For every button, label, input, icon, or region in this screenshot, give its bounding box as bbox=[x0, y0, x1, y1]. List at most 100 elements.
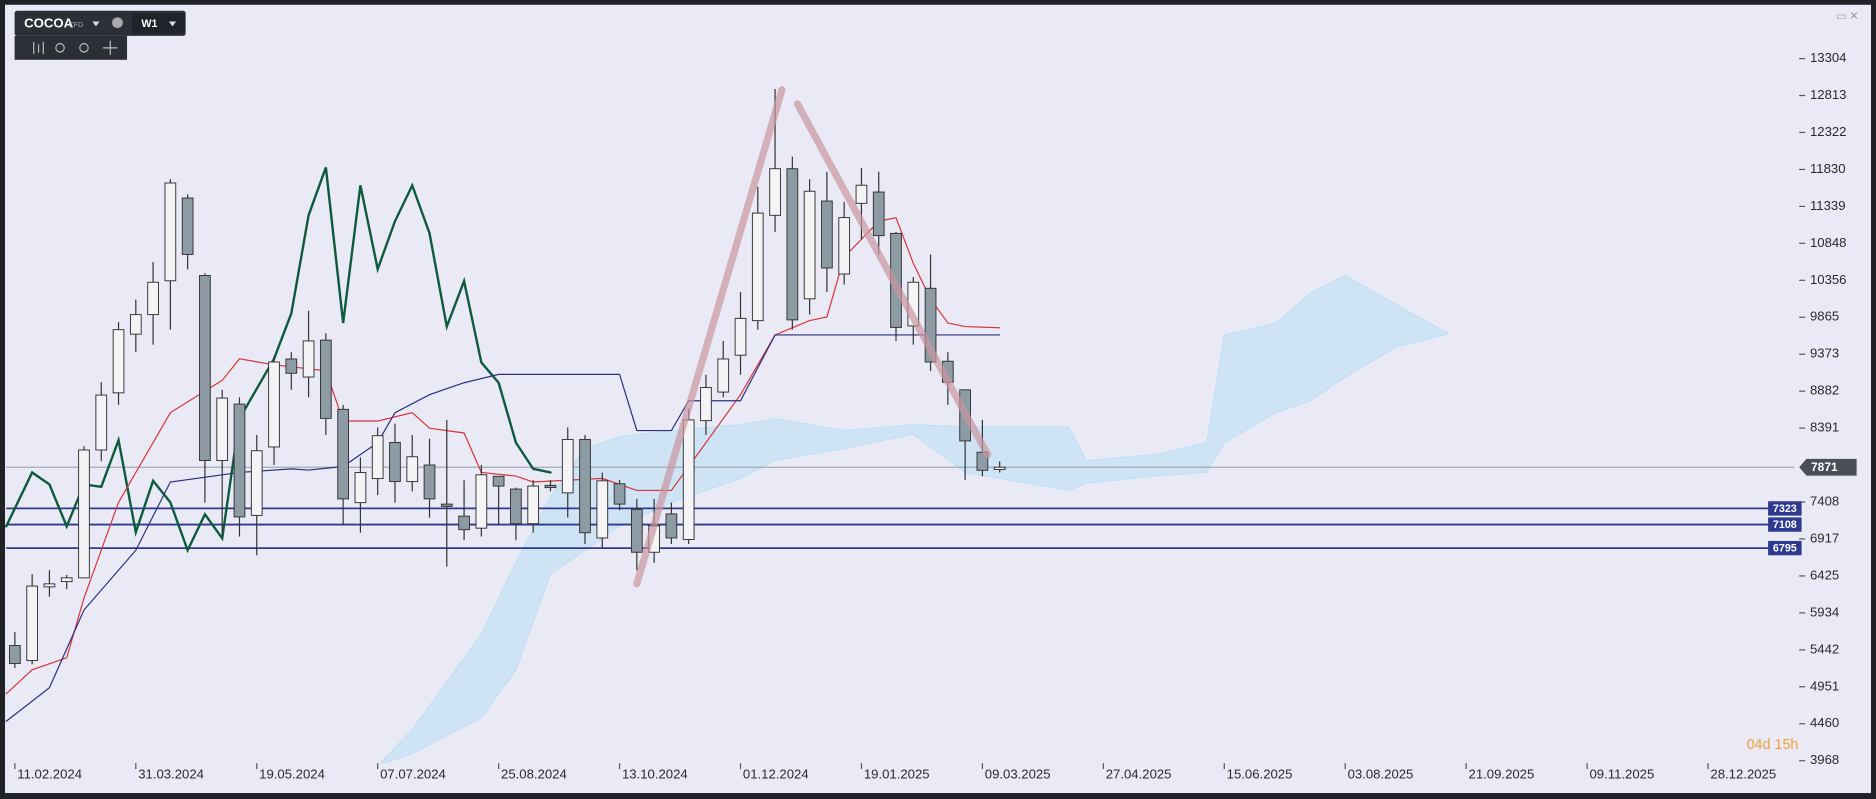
x-tick-label: 19.01.2025 bbox=[864, 767, 930, 782]
candle-body bbox=[821, 200, 833, 269]
x-tick-label: 11.02.2024 bbox=[17, 767, 82, 782]
zoom-out[interactable] bbox=[55, 43, 65, 53]
candle-body bbox=[78, 449, 90, 579]
candle-body bbox=[164, 182, 177, 282]
candle-body bbox=[458, 515, 470, 531]
candle-body bbox=[579, 438, 591, 534]
y-tick-label: 4460 bbox=[1810, 715, 1839, 730]
candle-body bbox=[734, 317, 747, 356]
candle-body bbox=[492, 475, 505, 487]
candle-body bbox=[630, 508, 643, 553]
y-tick-label: 13304 bbox=[1810, 50, 1847, 65]
candle-body bbox=[613, 483, 626, 505]
dropdown-arrow[interactable] bbox=[92, 21, 100, 27]
x-tick-label: 31.03.2024 bbox=[138, 767, 204, 782]
candle-body bbox=[803, 190, 816, 300]
x-tick-label: 13.10.2024 bbox=[622, 767, 688, 782]
candle-body bbox=[181, 197, 194, 255]
candle-body bbox=[855, 184, 868, 204]
candle-body bbox=[682, 419, 695, 540]
level-label-box bbox=[1768, 501, 1802, 516]
symbol: COCOA bbox=[24, 15, 73, 30]
y-tick-label: 4951 bbox=[1810, 678, 1839, 693]
candle-body bbox=[440, 503, 453, 507]
y-tick-label: 5934 bbox=[1810, 604, 1839, 619]
x-tick-label: 27.04.2025 bbox=[1106, 767, 1172, 782]
y-tick-label: 8391 bbox=[1810, 420, 1839, 435]
candle-body bbox=[665, 513, 678, 539]
candle-body bbox=[510, 488, 522, 525]
y-tick-label: 7408 bbox=[1810, 493, 1839, 508]
last-price-box bbox=[1799, 458, 1857, 476]
y-tick-label: 11830 bbox=[1810, 161, 1846, 176]
y-tick-label: 10848 bbox=[1810, 235, 1847, 250]
candle-body bbox=[475, 474, 488, 529]
level-label: 6795 bbox=[1773, 543, 1797, 555]
y-tick-label: 6917 bbox=[1810, 530, 1839, 545]
zoom-in[interactable] bbox=[79, 43, 89, 53]
y-tick-label: 5442 bbox=[1810, 641, 1839, 656]
toolbar: COCOA CFD W1 bbox=[14, 10, 186, 60]
level-label-box bbox=[1768, 517, 1802, 532]
y-tick-label: 3968 bbox=[1810, 752, 1839, 767]
candle-body bbox=[751, 212, 764, 322]
axes: 3968 4460 4951 5442 5934 6425 6917 7408 8391 8882… bbox=[14, 50, 1857, 782]
y-tick-label: 10356 bbox=[1810, 272, 1847, 287]
y-tick-label: 6425 bbox=[1810, 567, 1839, 582]
candle-body bbox=[233, 403, 246, 518]
x-tick-label: 01.12.2024 bbox=[743, 767, 809, 782]
candle-body bbox=[872, 191, 885, 237]
candle-body bbox=[43, 583, 56, 588]
candle-body bbox=[700, 387, 712, 422]
pan-tool[interactable] bbox=[103, 40, 118, 56]
timeframe: W1 bbox=[141, 18, 157, 30]
candle-body bbox=[9, 645, 21, 665]
candle-body bbox=[319, 339, 332, 419]
candle-body bbox=[561, 438, 574, 494]
candle-body bbox=[112, 329, 125, 394]
indicator-line bbox=[5, 167, 552, 554]
candle-body bbox=[371, 435, 384, 480]
x-tick-label: 03.08.2025 bbox=[1348, 767, 1414, 782]
level-label: 7108 bbox=[1773, 519, 1797, 531]
chart-background bbox=[5, 4, 1871, 794]
candle-body bbox=[95, 394, 108, 451]
x-tick-label: 09.03.2025 bbox=[985, 767, 1051, 782]
level-label-box bbox=[1768, 540, 1802, 556]
dropdown-arrow[interactable] bbox=[168, 21, 177, 27]
x-tick-label: 09.11.2025 bbox=[1589, 767, 1654, 782]
candle-body bbox=[596, 480, 609, 539]
pattern-line bbox=[633, 86, 786, 588]
candle-body bbox=[129, 314, 142, 335]
candle-body bbox=[199, 275, 211, 461]
candle-body bbox=[924, 287, 937, 363]
y-tick-label: 9865 bbox=[1810, 309, 1839, 324]
candle-body bbox=[838, 217, 851, 275]
candles-tool[interactable] bbox=[33, 41, 44, 54]
candle-body bbox=[389, 441, 401, 483]
y-tick-label: 8882 bbox=[1810, 383, 1839, 398]
y-tick-label: 12813 bbox=[1810, 87, 1847, 102]
y-tick-label: 9373 bbox=[1810, 346, 1839, 361]
candle-body bbox=[717, 358, 730, 393]
countdown: 04d 15h bbox=[1747, 737, 1799, 753]
info-icon[interactable] bbox=[112, 17, 123, 29]
candle-body bbox=[250, 450, 263, 516]
x-tick-label: 07.07.2024 bbox=[380, 767, 446, 782]
candle-body bbox=[60, 577, 73, 583]
candle-body bbox=[216, 397, 229, 461]
candle-body bbox=[268, 361, 280, 448]
window-controls[interactable]: ▭ ✕ bbox=[1836, 11, 1858, 23]
candle-body bbox=[769, 168, 781, 216]
candle-body bbox=[26, 585, 39, 662]
y-tick-label: 11339 bbox=[1810, 198, 1846, 213]
x-tick-label: 21.09.2025 bbox=[1469, 767, 1535, 782]
timeframe-box[interactable] bbox=[131, 13, 185, 34]
pattern-line bbox=[793, 100, 992, 459]
candle-body bbox=[786, 168, 799, 321]
symbol-tag: CFD bbox=[68, 21, 83, 29]
candle-body bbox=[147, 281, 159, 316]
x-tick-label: 25.08.2024 bbox=[501, 767, 567, 782]
